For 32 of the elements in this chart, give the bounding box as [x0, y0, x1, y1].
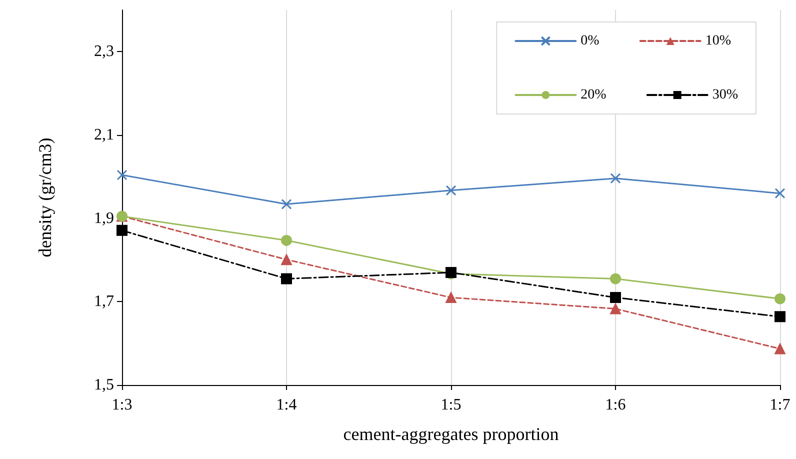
- y-tick-label: 1,7: [94, 293, 114, 310]
- legend-label: 0%: [580, 34, 600, 48]
- point: [774, 293, 786, 304]
- y-tick-label: 2,3: [94, 43, 114, 60]
- point: [610, 303, 621, 314]
- point: [281, 198, 292, 210]
- point: [281, 254, 292, 266]
- point: [610, 273, 621, 284]
- y-tick-label: 1,5: [94, 376, 114, 394]
- y-tick-label: 1,9: [94, 210, 114, 227]
- x-tick-label: 1:4: [276, 396, 297, 414]
- x-tick-label: 1:6: [605, 396, 626, 414]
- x-tick-label: 1:5: [440, 396, 462, 414]
- point: [116, 170, 128, 180]
- point: [446, 185, 456, 196]
- x-axis-title: cement-aggregates proportion: [343, 424, 559, 444]
- point: [774, 343, 786, 354]
- legend-label: 10%: [705, 34, 732, 48]
- y-tick-label: 2,1: [94, 126, 114, 144]
- point: [281, 234, 292, 246]
- point: [774, 311, 786, 322]
- point: [281, 273, 292, 284]
- point: [610, 173, 621, 184]
- x-tick-label: 1:7: [770, 396, 790, 414]
- legend-label: 30%: [712, 88, 738, 102]
- point: [116, 224, 128, 236]
- point: [446, 292, 456, 303]
- point: [610, 292, 621, 303]
- y-axis-title: density (gr/cm3): [35, 138, 55, 258]
- point: [774, 188, 786, 199]
- x-tick-label: 1:3: [112, 396, 132, 414]
- legend-label: 20%: [580, 88, 607, 102]
